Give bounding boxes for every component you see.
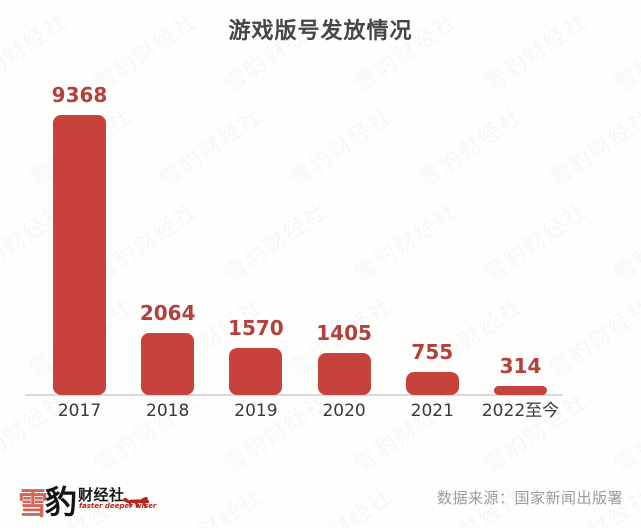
x-axis-line (25, 394, 563, 396)
bar-value-label: 1405 (316, 321, 372, 345)
logo-tagline: faster deeper wiser (79, 502, 157, 510)
logo-suffix: 财经社 (78, 486, 125, 504)
brand-logo: 雪 豹 财经社 faster deeper wiser (18, 477, 158, 522)
bar-2019 (229, 348, 283, 395)
bar-value-label: 1570 (228, 316, 284, 340)
bar-2017 (53, 115, 106, 395)
chart-title: 游戏版号发放情况 (228, 19, 413, 44)
x-axis-tick-label: 2018 (146, 401, 190, 421)
bar-2022至今 (494, 386, 547, 395)
bar-value-label: 2064 (139, 301, 196, 325)
bar-2018 (141, 333, 195, 395)
bar-2020 (317, 353, 371, 395)
bar-value-label: 314 (499, 354, 542, 378)
bar-value-label: 755 (411, 340, 454, 364)
bar-2021 (405, 372, 459, 395)
leopard-icon (122, 494, 152, 515)
logo-char-bao: 豹 (45, 483, 78, 521)
data-source-label: 数据来源：国家新闻出版署 (436, 489, 623, 507)
x-axis-tick-label: 2019 (234, 401, 278, 421)
x-axis-tick-label: 2017 (57, 401, 102, 421)
x-axis-tick-label: 2022至今 (481, 401, 560, 421)
x-axis-tick-label: 2020 (322, 401, 366, 421)
bar-value-label: 9368 (51, 83, 108, 107)
x-axis-tick-label: 2021 (410, 401, 454, 421)
logo-char-xue: 雪 (18, 487, 48, 522)
